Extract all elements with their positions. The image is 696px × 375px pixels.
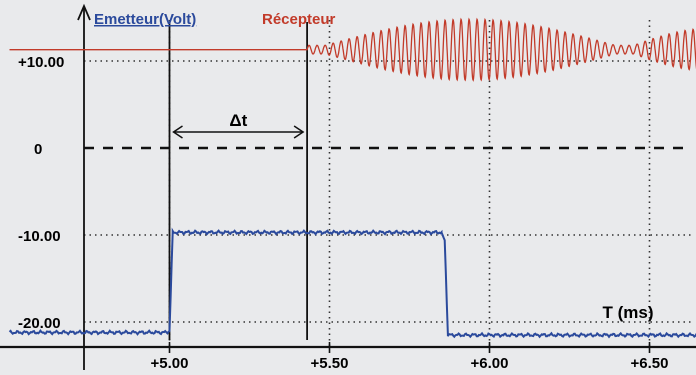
- x-tick-label: +6.50: [631, 355, 669, 372]
- x-tick-label: +5.50: [311, 355, 349, 372]
- label-layer: +10.000-10.00-20.00+5.00+5.50+6.00+6.50+…: [18, 11, 669, 372]
- x-axis-title: T (ms): [603, 303, 654, 322]
- y-tick-label: 0: [34, 141, 42, 158]
- delta-t-label: Δt: [229, 111, 247, 130]
- x-tick-label: +6.00: [471, 355, 509, 372]
- series-layer: [8, 17, 696, 339]
- x-tick-label: +5.00: [151, 355, 189, 372]
- series-line-recepteur: [9, 17, 696, 82]
- legend-recepteur: Récepteur: [262, 11, 336, 28]
- delta-t-arrow-left-icon: [172, 125, 183, 139]
- delta-t-arrow-right-icon: [293, 125, 305, 139]
- series-line-emetteur: [8, 227, 696, 339]
- y-axis-arrow-icon: [77, 3, 91, 21]
- legend-emetteur: Emetteur(Volt): [94, 11, 196, 28]
- y-tick-label: -20.00: [18, 315, 61, 332]
- axes-layer: [0, 3, 696, 370]
- y-tick-label: -10.00: [18, 228, 61, 245]
- y-tick-label: +10.00: [18, 54, 64, 71]
- grid-layer: [84, 20, 692, 347]
